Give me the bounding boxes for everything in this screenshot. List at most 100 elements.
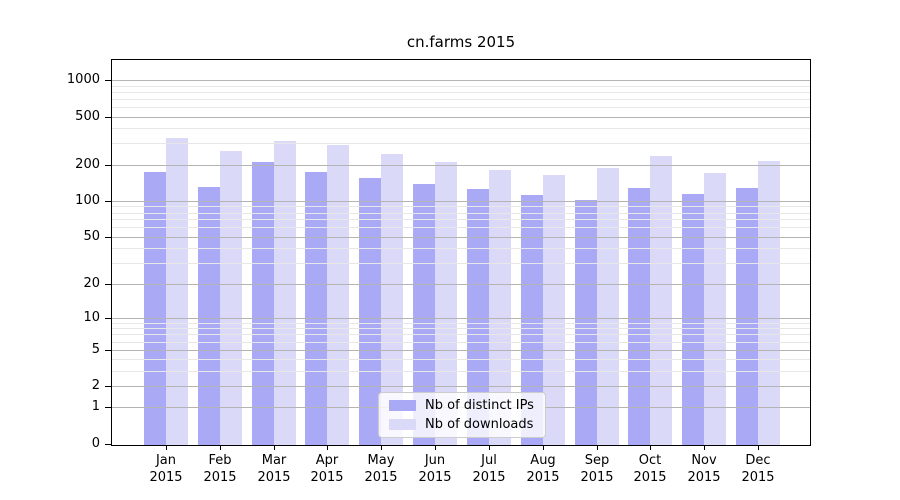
legend-swatch-distinct-ips-icon (389, 400, 416, 411)
x-tick-label: Nov 2015 (674, 452, 734, 486)
x-tick-year: 2015 (687, 470, 721, 485)
x-tick-label: Aug 2015 (513, 452, 573, 486)
gridline-minor (112, 92, 810, 93)
x-tick-year: 2015 (526, 470, 560, 485)
x-tick-mark (758, 445, 759, 450)
y-tick-label: 2 (91, 378, 100, 393)
y-tick-label: 100 (75, 193, 100, 208)
y-tick-mark (105, 237, 111, 238)
bar-downloads-jun (435, 162, 457, 445)
bar-ips-mar (252, 162, 274, 445)
bar-ips-jun (413, 184, 435, 445)
y-tick-label: 5 (91, 342, 100, 357)
y-tick-label: 0 (91, 436, 100, 451)
plot-area: Nb of distinct IPs Nb of downloads (111, 59, 811, 446)
bar-downloads-jan (166, 138, 188, 445)
bar-downloads-sep (597, 168, 619, 445)
x-tick-mark (166, 445, 167, 450)
gridline-minor (112, 128, 810, 129)
bar-downloads-jul (489, 170, 511, 445)
bar-downloads-nov (704, 173, 726, 445)
bar-downloads-aug (543, 175, 565, 445)
x-tick-mark (597, 445, 598, 450)
legend-item-downloads: Nb of downloads (389, 417, 534, 432)
y-tick-label: 50 (83, 229, 100, 244)
y-tick-mark (105, 318, 111, 319)
legend-item-distinct-ips: Nb of distinct IPs (389, 398, 534, 413)
y-tick-mark (105, 444, 111, 445)
bar-downloads-oct (650, 156, 672, 445)
x-tick-mark (274, 445, 275, 450)
bar-ips-oct (628, 188, 650, 445)
x-tick-mark (381, 445, 382, 450)
x-tick-mark (543, 445, 544, 450)
x-tick-mark (327, 445, 328, 450)
bar-downloads-mar (274, 141, 296, 445)
gridline-minor (112, 107, 810, 108)
x-tick-year: 2015 (364, 470, 398, 485)
x-tick-label: Jun 2015 (405, 452, 465, 486)
bar-downloads-dec (758, 161, 780, 445)
x-tick-label: Feb 2015 (190, 452, 250, 486)
bar-ips-may (359, 178, 381, 445)
gridline-major (112, 80, 810, 81)
y-tick-label: 1000 (66, 72, 100, 87)
x-tick-mark (704, 445, 705, 450)
bar-downloads-may (381, 154, 403, 445)
legend-label-distinct-ips: Nb of distinct IPs (425, 398, 534, 413)
y-tick-label: 200 (75, 157, 100, 172)
x-tick-year: 2015 (472, 470, 506, 485)
x-tick-year: 2015 (741, 470, 775, 485)
bar-ips-jul (467, 189, 489, 445)
x-tick-label: Mar 2015 (244, 452, 304, 486)
x-tick-mark (220, 445, 221, 450)
gridline-major (112, 117, 810, 118)
bar-ips-feb (198, 187, 220, 445)
x-tick-year: 2015 (418, 470, 452, 485)
x-tick-mark (650, 445, 651, 450)
legend-swatch-downloads-icon (389, 419, 416, 430)
y-tick-mark (105, 117, 111, 118)
bar-ips-aug (521, 195, 543, 445)
y-tick-label: 10 (83, 310, 100, 325)
x-tick-year: 2015 (310, 470, 344, 485)
gridline-minor (112, 99, 810, 100)
y-tick-mark (105, 80, 111, 81)
y-tick-label: 20 (83, 276, 100, 291)
bar-ips-dec (736, 188, 758, 445)
x-tick-mark (489, 445, 490, 450)
bar-ips-jan (144, 172, 166, 445)
y-tick-mark (105, 201, 111, 202)
chart-title: cn.farms 2015 (406, 33, 516, 51)
gridline-minor (112, 143, 810, 144)
x-tick-year: 2015 (257, 470, 291, 485)
bar-ips-sep (575, 200, 597, 445)
y-tick-mark (105, 386, 111, 387)
x-tick-label: Sep 2015 (567, 452, 627, 486)
x-tick-year: 2015 (633, 470, 667, 485)
y-tick-mark (105, 165, 111, 166)
x-tick-label: Apr 2015 (297, 452, 357, 486)
bar-ips-nov (682, 194, 704, 445)
x-tick-label: Jan 2015 (136, 452, 196, 486)
x-tick-label: Oct 2015 (620, 452, 680, 486)
bar-downloads-feb (220, 151, 242, 445)
bar-downloads-apr (327, 145, 349, 445)
x-tick-label: May 2015 (351, 452, 411, 486)
legend: Nb of distinct IPs Nb of downloads (378, 392, 546, 438)
x-tick-year: 2015 (203, 470, 237, 485)
y-tick-mark (105, 407, 111, 408)
x-tick-label: Dec 2015 (728, 452, 788, 486)
gridline-major (112, 165, 810, 166)
y-tick-mark (105, 350, 111, 351)
legend-label-downloads: Nb of downloads (425, 417, 534, 432)
y-tick-label: 500 (75, 109, 100, 124)
x-tick-label: Jul 2015 (459, 452, 519, 486)
x-tick-year: 2015 (580, 470, 614, 485)
x-tick-year: 2015 (149, 470, 183, 485)
x-tick-mark (435, 445, 436, 450)
gridline-minor (112, 86, 810, 87)
y-tick-mark (105, 284, 111, 285)
y-tick-label: 1 (91, 399, 100, 414)
